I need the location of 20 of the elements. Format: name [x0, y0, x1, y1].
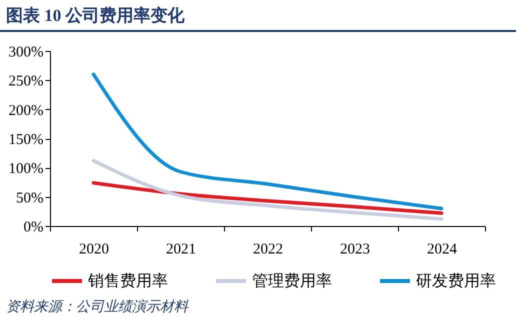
y-tick-label: 100%: [8, 161, 44, 178]
legend-label: 研发费用率: [416, 272, 496, 290]
x-tick-label: 2022: [253, 242, 283, 258]
legend-label: 销售费用率: [87, 272, 168, 290]
y-tick-label: 250%: [8, 74, 44, 90]
legend-label: 管理费用率: [252, 272, 332, 290]
line-series: [92, 181, 444, 215]
y-tick-label: 50%: [16, 190, 44, 206]
y-tick-label: 0%: [24, 220, 44, 236]
line-series: [92, 72, 444, 210]
y-tick-label: 150%: [8, 132, 44, 148]
y-tick-label: 200%: [8, 102, 44, 119]
text: 资料来源：公司业绩演示材料: [6, 298, 188, 316]
line-series: [92, 158, 444, 221]
x-tick-label: 2020: [79, 242, 109, 258]
chart-title: 图表 10 公司费用率变化: [6, 5, 184, 27]
x-tick-label: 2024: [427, 242, 458, 258]
x-tick-label: 2023: [340, 242, 370, 258]
x-tick-label: 2021: [166, 242, 196, 258]
y-tick-label: 300%: [8, 44, 44, 60]
